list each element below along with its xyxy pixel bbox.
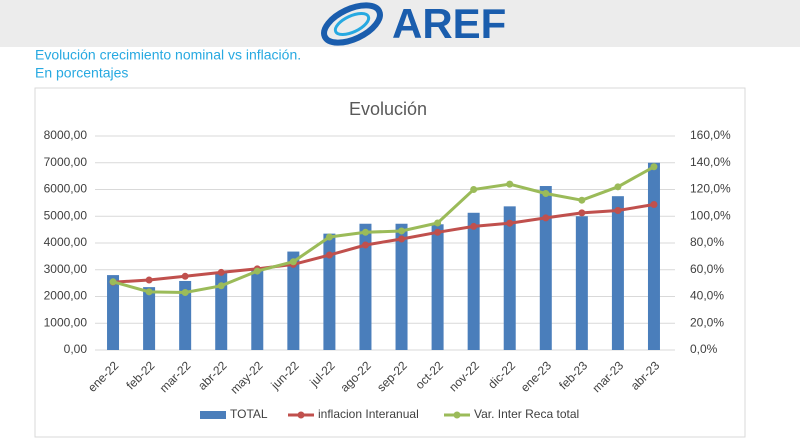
legend-marker (297, 411, 305, 419)
point (542, 214, 550, 222)
legend-swatch (200, 411, 226, 419)
chart-title: Evolución (349, 99, 427, 119)
line (112, 203, 655, 284)
bar (647, 162, 660, 350)
y-tick-label: 2000,00 (44, 289, 88, 303)
bar (323, 233, 336, 350)
point (325, 233, 333, 241)
chart-frame (34, 87, 746, 438)
logo-text: AREF (392, 0, 506, 47)
caption-line: Evolución crecimiento nominal vs inflaci… (35, 47, 301, 63)
y-tick-label: 1000,00 (44, 315, 88, 329)
bar (107, 275, 120, 350)
point (506, 180, 514, 188)
bar (467, 212, 480, 350)
point (578, 209, 586, 217)
point (325, 251, 333, 259)
y2-tick-label: 60,0% (690, 262, 724, 276)
y-tick-label: 0,00 (64, 342, 88, 356)
point (217, 282, 225, 290)
point (181, 272, 189, 280)
logo: AREF (321, 0, 506, 47)
y2-tick-label: 120,0% (690, 182, 731, 196)
bar (575, 216, 588, 350)
line (112, 165, 655, 294)
point (434, 219, 442, 227)
legend-label: inflacion Interanual (318, 407, 419, 421)
y-tick-label: 7000,00 (44, 155, 88, 169)
y-tick-label: 8000,00 (44, 128, 88, 142)
y2-tick-label: 140,0% (690, 155, 731, 169)
bar (539, 186, 552, 350)
point (361, 241, 369, 249)
bar (251, 268, 264, 350)
y2-tick-label: 0,0% (690, 342, 718, 356)
caption-line: En porcentajes (35, 65, 128, 81)
bar (359, 223, 372, 350)
bar (179, 280, 192, 350)
y-tick-label: 6000,00 (44, 182, 88, 196)
point (506, 219, 514, 227)
logo-swoosh-inner (333, 11, 371, 37)
point (650, 163, 658, 171)
bar (431, 224, 444, 350)
point (470, 186, 478, 193)
legend-label: TOTAL (230, 407, 268, 421)
point (542, 190, 550, 198)
point (398, 227, 406, 235)
y-tick-label: 5000,00 (44, 208, 88, 222)
header-band (0, 0, 800, 47)
logo-swoosh (321, 2, 383, 46)
point (434, 228, 442, 236)
y2-tick-label: 80,0% (690, 235, 724, 249)
point (217, 268, 225, 276)
point (470, 222, 478, 230)
point (109, 278, 117, 286)
point (289, 258, 297, 266)
point (253, 267, 261, 275)
y2-tick-label: 40,0% (690, 289, 724, 303)
y-tick-label: 4000,00 (44, 235, 88, 249)
point (398, 235, 406, 243)
y2-tick-label: 100,0% (690, 208, 731, 222)
point (145, 276, 153, 284)
point (361, 228, 369, 236)
bar (611, 196, 624, 350)
legend-marker (453, 411, 461, 419)
bar (215, 272, 228, 350)
legend-label: Var. Inter Reca total (474, 407, 579, 421)
point (614, 183, 622, 191)
point (650, 200, 658, 208)
bar (143, 287, 156, 350)
bar (287, 251, 300, 350)
bar (503, 206, 516, 350)
point (145, 288, 153, 296)
y2-tick-label: 20,0% (690, 315, 724, 329)
y2-tick-label: 160,0% (690, 128, 731, 142)
bar (395, 223, 408, 350)
y-tick-label: 3000,00 (44, 262, 88, 276)
point (578, 196, 586, 204)
point (181, 288, 189, 296)
point (614, 206, 622, 214)
